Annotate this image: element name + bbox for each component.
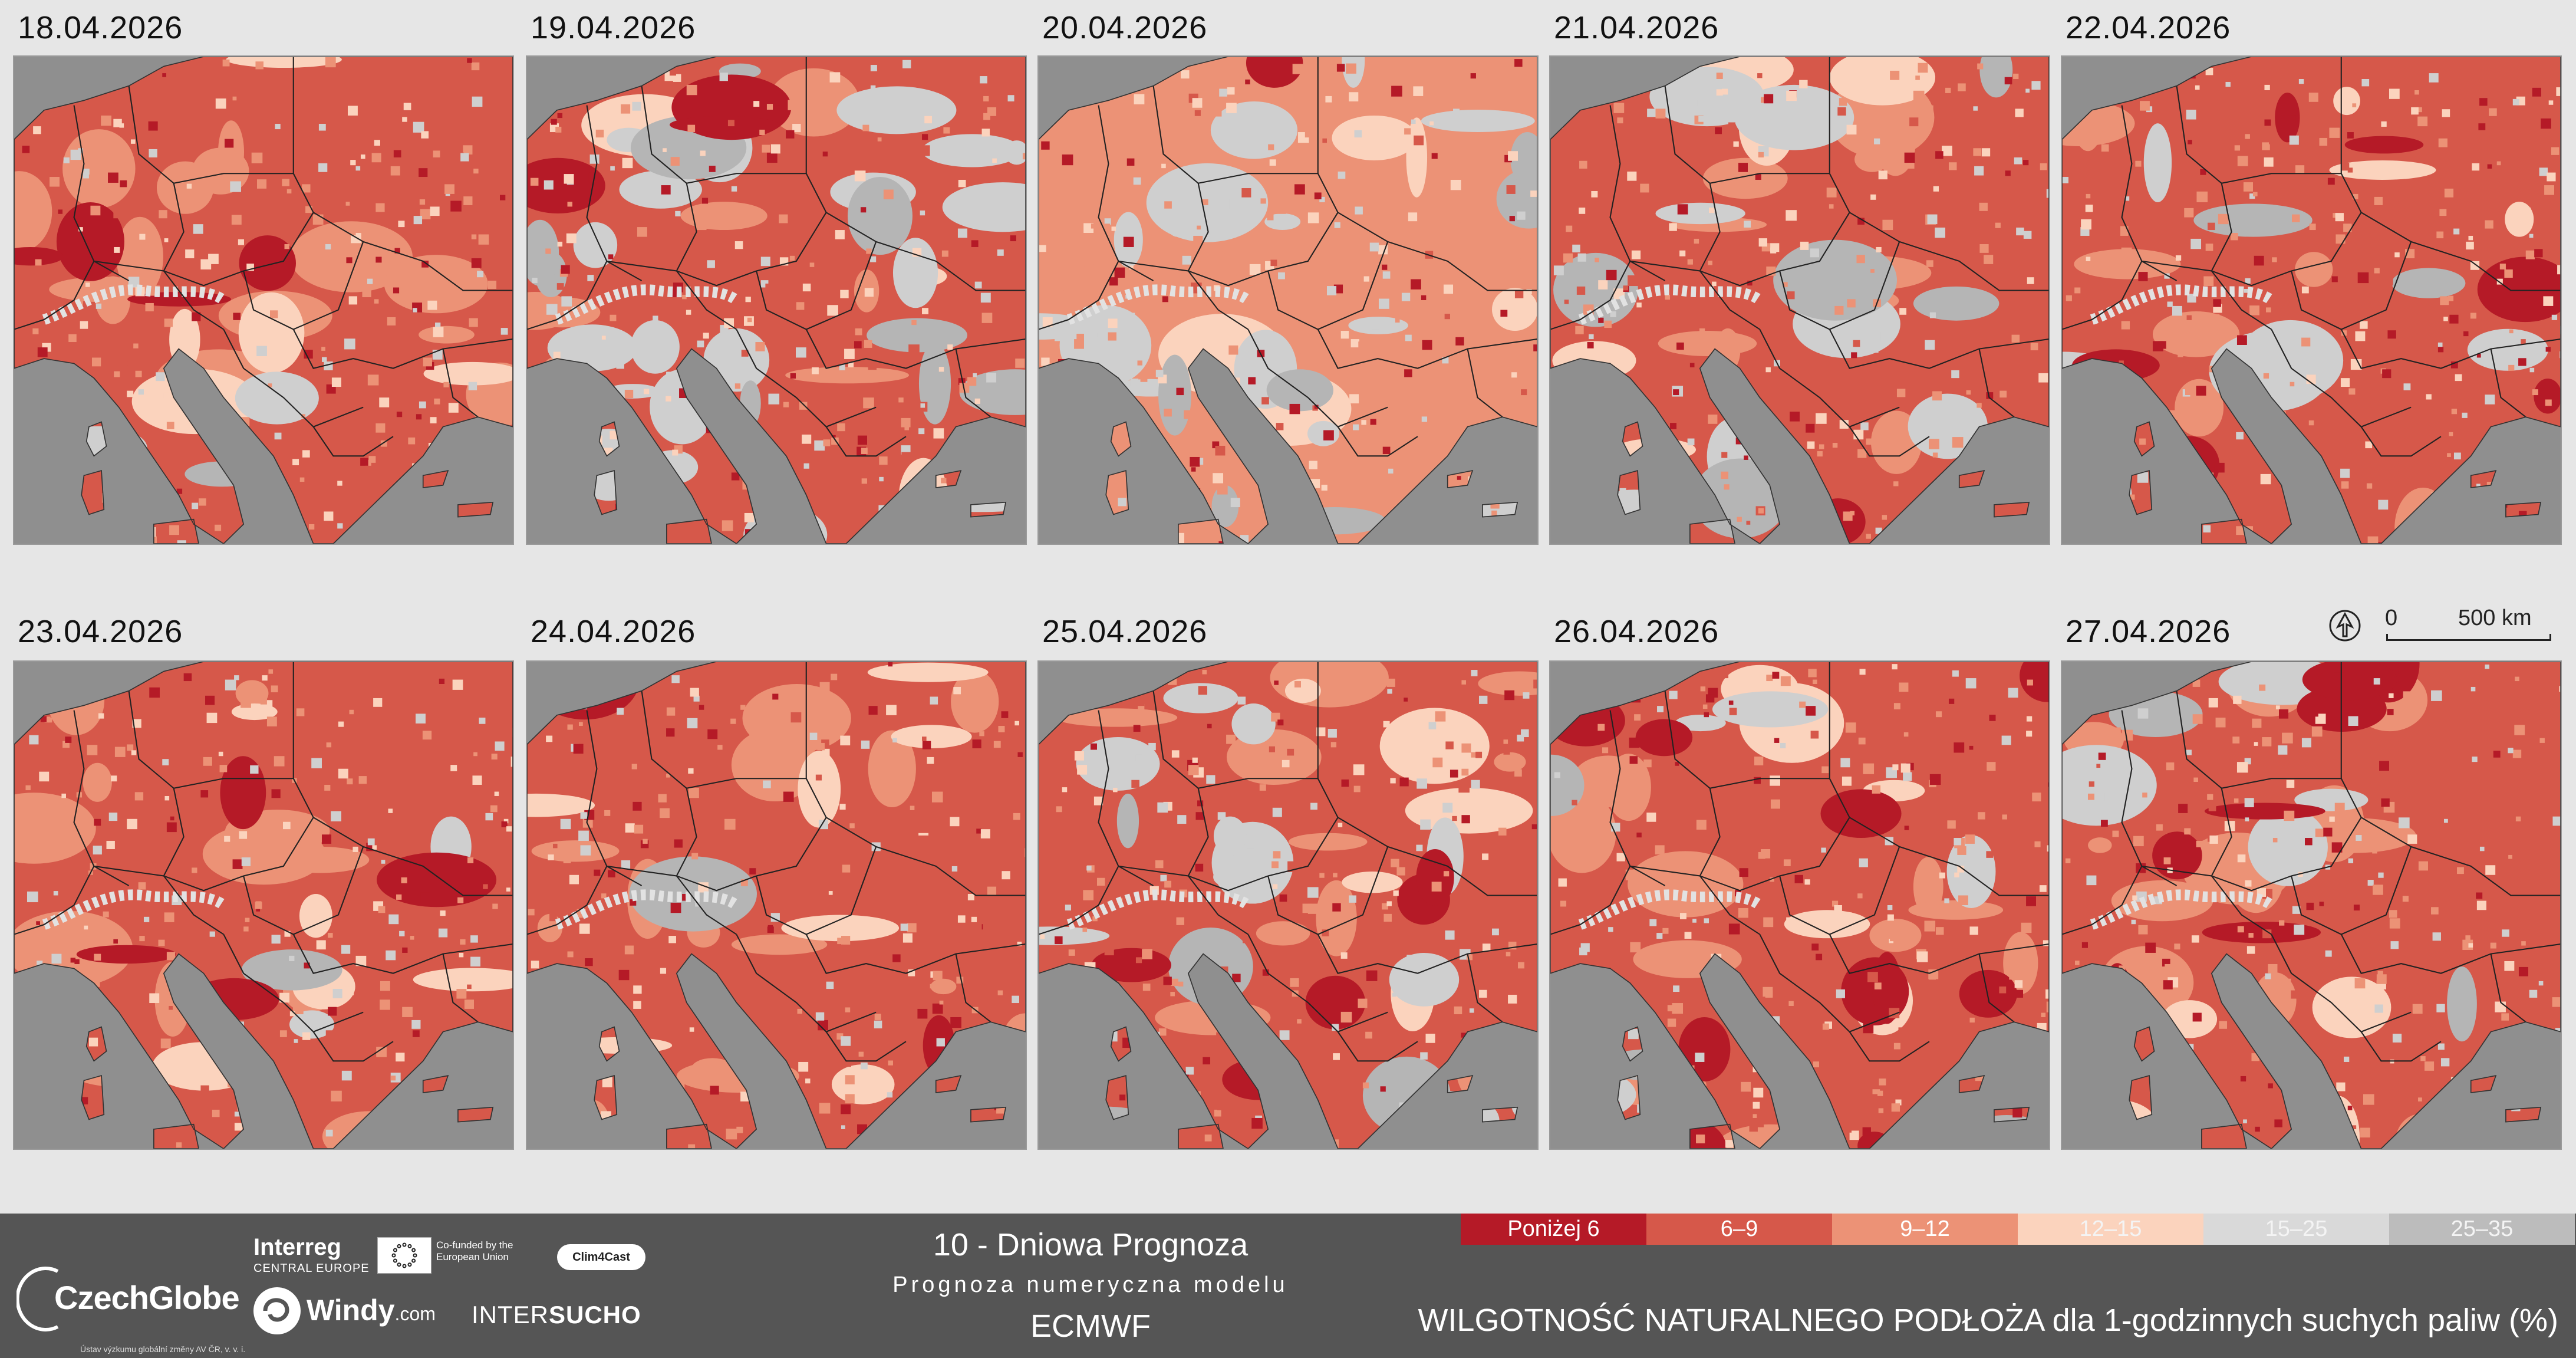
panel-date: 19.04.2026 [531, 10, 696, 45]
legend-item: 15–25 [2203, 1214, 2389, 1245]
variable-title: WILGOTNOŚĆ NATURALNEGO PODŁOŻA dla 1-god… [1418, 1303, 2558, 1338]
panel-date: 20.04.2026 [1042, 10, 1208, 45]
intersucho-logo: INTERSUCHO [472, 1301, 641, 1329]
legend-item: 9–12 [1832, 1214, 2018, 1245]
windy-com: .com [394, 1303, 436, 1324]
panel-date: 18.04.2026 [18, 10, 183, 45]
legend-item: 12–15 [2018, 1214, 2203, 1245]
czechglobe-name: CzechGlobe [54, 1279, 240, 1316]
fuel-moisture-map [13, 660, 514, 1150]
fuel-moisture-map [1037, 55, 1539, 545]
fuel-moisture-map [526, 55, 1027, 545]
panel-date: 21.04.2026 [1554, 10, 1719, 45]
czechglobe-subtitle: Ústav výzkumu globální změny AV ČR, v. v… [80, 1344, 246, 1354]
fuel-moisture-map [1549, 660, 2050, 1150]
eu-flag-icon [377, 1237, 431, 1274]
fuel-moisture-map [13, 55, 514, 545]
scale-bar-line [2386, 634, 2551, 641]
forecast-title: 10 - Dniowa Prognoza [933, 1227, 1249, 1262]
intersucho-inter: INTER [472, 1301, 549, 1329]
clim4cast-logo: Clim4Cast [557, 1244, 645, 1270]
czechglobe-logo: CzechGlobe Ústav výzkumu globální změny … [17, 1243, 246, 1354]
fuel-moisture-map [1549, 55, 2050, 545]
legend-item: Poniżej 6 [1461, 1214, 1646, 1245]
legend-item: 6–9 [1646, 1214, 1832, 1245]
scale-zero-label: 0 [2385, 606, 2398, 630]
fuel-moisture-map [1037, 660, 1539, 1150]
panel-date: 26.04.2026 [1554, 614, 1719, 649]
legend: Poniżej 6 6–9 9–12 12–15 15–25 25–35 [1461, 1214, 2575, 1245]
intersucho-sucho: SUCHO [549, 1301, 641, 1329]
panel-date: 24.04.2026 [531, 614, 696, 649]
eu-cofunded-text: Co-funded by the European Union [436, 1239, 513, 1262]
fuel-moisture-map [2061, 660, 2562, 1150]
panel-date: 22.04.2026 [2066, 10, 2231, 45]
panel-date: 25.04.2026 [1042, 614, 1208, 649]
panel-date: 27.04.2026 [2066, 614, 2231, 649]
czechglobe-arc-icon [17, 1267, 59, 1331]
fuel-moisture-map [2061, 55, 2562, 545]
forecast-subtitle: Prognoza numeryczna modelu [892, 1272, 1289, 1297]
panel-date: 23.04.2026 [18, 614, 183, 649]
scale-distance-label: 500 km [2458, 606, 2532, 630]
legend-item: 25–35 [2389, 1214, 2575, 1245]
windy-name: Windy [307, 1294, 395, 1327]
interreg-logo: Interreg [253, 1234, 341, 1260]
north-arrow-icon [2329, 610, 2361, 642]
interreg-subtitle: CENTRAL EUROPE [253, 1262, 370, 1275]
windy-logo: Windy.com [307, 1293, 436, 1327]
forecast-model: ECMWF [1030, 1308, 1151, 1344]
fuel-moisture-map [526, 660, 1027, 1150]
footer: CzechGlobe Ústav výzkumu globální změny … [0, 1214, 2576, 1358]
windy-icon [253, 1287, 301, 1334]
scale-bar: 0 500 km [2328, 604, 2564, 652]
